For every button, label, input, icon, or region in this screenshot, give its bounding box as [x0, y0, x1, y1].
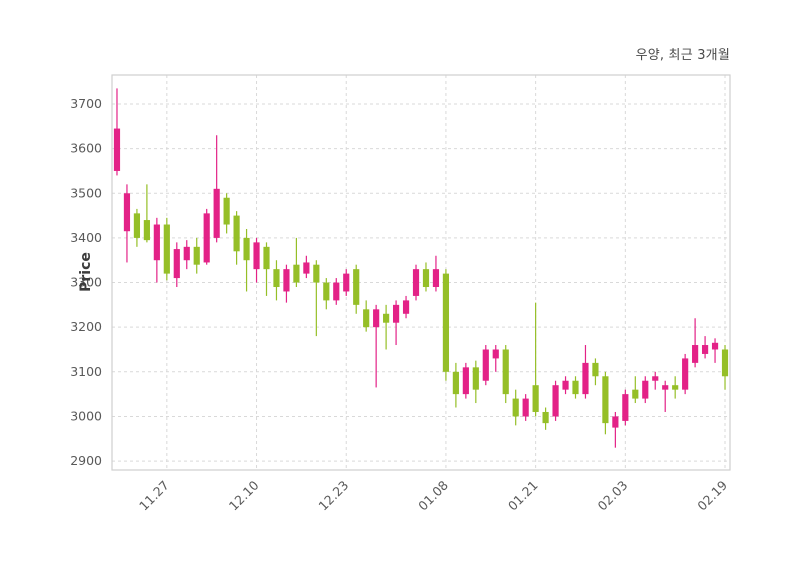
x-tick-label: 11.27: [136, 478, 172, 514]
candle-up: [373, 309, 380, 328]
candle-up: [412, 269, 420, 296]
candle-up: [582, 362, 589, 395]
y-tick-label: 3100: [70, 364, 102, 379]
candle-down: [223, 197, 230, 225]
candle-up: [522, 398, 529, 417]
candle-down: [542, 411, 549, 424]
candle-down: [273, 269, 280, 288]
candle-up: [612, 416, 619, 428]
candle-down: [233, 215, 240, 252]
candle-up: [562, 380, 569, 390]
candle-up: [173, 249, 180, 279]
candle-up: [113, 128, 121, 171]
candle-up: [303, 262, 310, 274]
candle-down: [353, 269, 360, 305]
candle-up: [642, 380, 649, 399]
x-tick-label: 02.19: [694, 477, 730, 513]
candle-down: [163, 224, 170, 274]
candle-up: [492, 349, 499, 359]
candle-down: [133, 213, 141, 238]
candle-down: [193, 246, 200, 265]
candle-up: [153, 224, 160, 261]
candle-up: [203, 213, 210, 263]
candle-down: [512, 398, 519, 417]
candle-up: [662, 385, 669, 390]
candle-up: [333, 282, 340, 301]
candle-down: [452, 371, 459, 395]
candle-down: [572, 380, 579, 395]
candle-down: [602, 376, 609, 424]
candle-up: [392, 304, 400, 323]
candle-down: [263, 246, 270, 270]
candle-up: [622, 394, 629, 421]
x-tick-label: 01.21: [505, 478, 541, 514]
x-tick-label: 12.23: [315, 478, 351, 514]
candle-up: [682, 358, 689, 390]
candle-up: [183, 246, 190, 261]
x-tick-label: 12.10: [226, 477, 262, 513]
y-tick-label: 3600: [70, 141, 102, 156]
candle-up: [283, 269, 290, 292]
x-tick-label: 01.08: [415, 477, 451, 513]
candle-down: [472, 367, 479, 390]
plot-border: [111, 74, 731, 471]
y-tick-label: 3200: [70, 319, 102, 334]
candle-up: [253, 242, 260, 270]
candle-up: [462, 367, 469, 395]
y-axis-label: Price: [78, 252, 94, 292]
candle-down: [323, 282, 330, 301]
candle-up: [482, 349, 489, 381]
candle-down: [502, 349, 509, 395]
candle-down: [442, 273, 450, 372]
candle-up: [692, 345, 699, 363]
candle-down: [672, 385, 679, 390]
y-tick-label: 3700: [70, 96, 102, 111]
candle-up: [213, 188, 220, 238]
candle-up: [432, 269, 440, 288]
y-tick-label: 3000: [70, 408, 102, 423]
x-tick-label: 02.03: [595, 478, 631, 514]
candle-up: [711, 342, 719, 350]
candle-down: [143, 220, 150, 241]
candle-down: [721, 349, 729, 377]
candle-down: [313, 264, 320, 283]
candle-up: [343, 273, 350, 292]
candle-down: [363, 309, 370, 328]
y-tick-label: 2900: [70, 453, 102, 468]
candle-down: [632, 389, 639, 399]
chart-title: 우양, 최근 3개월: [635, 48, 730, 63]
candle-down: [592, 362, 599, 377]
candle-down: [293, 264, 300, 283]
candle-up: [701, 345, 709, 354]
candle-down: [532, 385, 539, 412]
y-tick-label: 3400: [70, 230, 102, 245]
candle-up: [123, 193, 131, 232]
y-tick-label: 3500: [70, 185, 102, 200]
y-tick-label: 3300: [70, 275, 102, 290]
plot-background: [112, 75, 730, 470]
candle-up: [552, 385, 559, 417]
candle-up: [402, 300, 410, 314]
candle-down: [383, 313, 390, 323]
candle-down: [243, 237, 250, 261]
candle-down: [422, 269, 430, 288]
candle-up: [652, 376, 659, 381]
